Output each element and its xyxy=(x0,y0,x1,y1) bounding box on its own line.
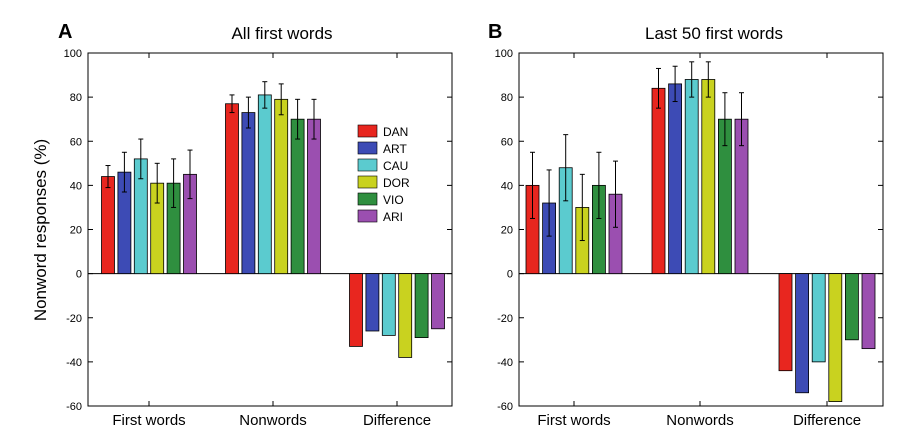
bar-dor xyxy=(701,79,716,275)
y-tick-label: -60 xyxy=(497,401,513,413)
y-tick-label: 100 xyxy=(64,48,82,60)
bar-cau xyxy=(381,273,396,336)
x-tick-label: Nonwords xyxy=(666,412,734,429)
legend-label-art: ART xyxy=(383,142,407,156)
y-tick-label: -60 xyxy=(66,401,82,413)
bar-cau xyxy=(811,273,826,363)
legend-swatch-dan xyxy=(357,124,378,138)
bar-cau xyxy=(257,94,272,275)
bar-art xyxy=(365,273,380,332)
bar-dan xyxy=(778,273,793,372)
bar-ari xyxy=(307,118,321,275)
legend-swatch-vio xyxy=(357,192,378,206)
bar-ari xyxy=(431,273,445,330)
bar-dan xyxy=(101,176,115,275)
legend-swatch-art xyxy=(357,141,378,155)
y-tick-label: -20 xyxy=(66,313,82,325)
y-tick-label: -40 xyxy=(66,357,82,369)
legend-swatch-dor xyxy=(357,175,378,189)
y-tick-label: 60 xyxy=(501,136,513,148)
legend-swatch-ari xyxy=(357,209,378,223)
legend-label-vio: VIO xyxy=(383,193,404,207)
bar-ari xyxy=(861,273,876,350)
legend-swatch-cau xyxy=(357,158,378,172)
legend-label-cau: CAU xyxy=(383,159,408,173)
bar-vio xyxy=(290,118,305,275)
bar-dor xyxy=(398,273,413,358)
legend-label-dor: DOR xyxy=(383,176,410,190)
bar-dan xyxy=(651,87,666,275)
bar-art xyxy=(795,273,809,394)
y-tick-label: -40 xyxy=(497,357,513,369)
x-tick-label: Difference xyxy=(363,412,431,429)
y-tick-label: 80 xyxy=(70,92,82,104)
y-tick-label: 80 xyxy=(501,92,513,104)
bar-art xyxy=(241,112,256,275)
bar-vio xyxy=(414,273,429,339)
x-tick-label: Difference xyxy=(793,412,861,429)
bar-vio xyxy=(845,273,859,341)
bar-dor xyxy=(274,98,289,275)
x-tick-label: First words xyxy=(537,412,610,429)
y-tick-label: -20 xyxy=(497,313,513,325)
panel-a: A All first words -60 -40 -20 0 20 40 60 80 100 Fir… xyxy=(58,21,453,429)
y-tick-label: 20 xyxy=(70,225,82,237)
y-tick-label: 40 xyxy=(501,180,513,192)
legend-label-ari: ARI xyxy=(383,210,403,224)
bar-art xyxy=(668,83,682,275)
panel-b: B Last 50 first words -60 -40 -20 0 20 40 60 80 10… xyxy=(488,21,884,429)
bar-dor xyxy=(828,273,843,402)
bar-dan xyxy=(225,103,239,275)
y-tick-label: 0 xyxy=(76,269,82,281)
bar-dan xyxy=(349,273,363,347)
panel-title-a: All first words xyxy=(231,24,332,43)
legend-label-dan: DAN xyxy=(383,125,408,139)
y-tick-label: 40 xyxy=(70,180,82,192)
panel-letter-b: B xyxy=(488,21,502,43)
y-tick-label: 100 xyxy=(495,48,513,60)
legend: DAN ART CAU DOR VIO ARI xyxy=(357,124,410,224)
panel-letter-a: A xyxy=(58,21,72,43)
y-tick-label: 20 xyxy=(501,225,513,237)
y-axis-label: Nonword responses (%) xyxy=(31,139,50,321)
y-tick-label: 60 xyxy=(70,136,82,148)
x-tick-label: Nonwords xyxy=(239,412,307,429)
y-tick-label: 0 xyxy=(507,269,513,281)
x-tick-label: First words xyxy=(112,412,185,429)
bar-cau xyxy=(684,79,699,275)
panel-title-b: Last 50 first words xyxy=(645,24,783,43)
